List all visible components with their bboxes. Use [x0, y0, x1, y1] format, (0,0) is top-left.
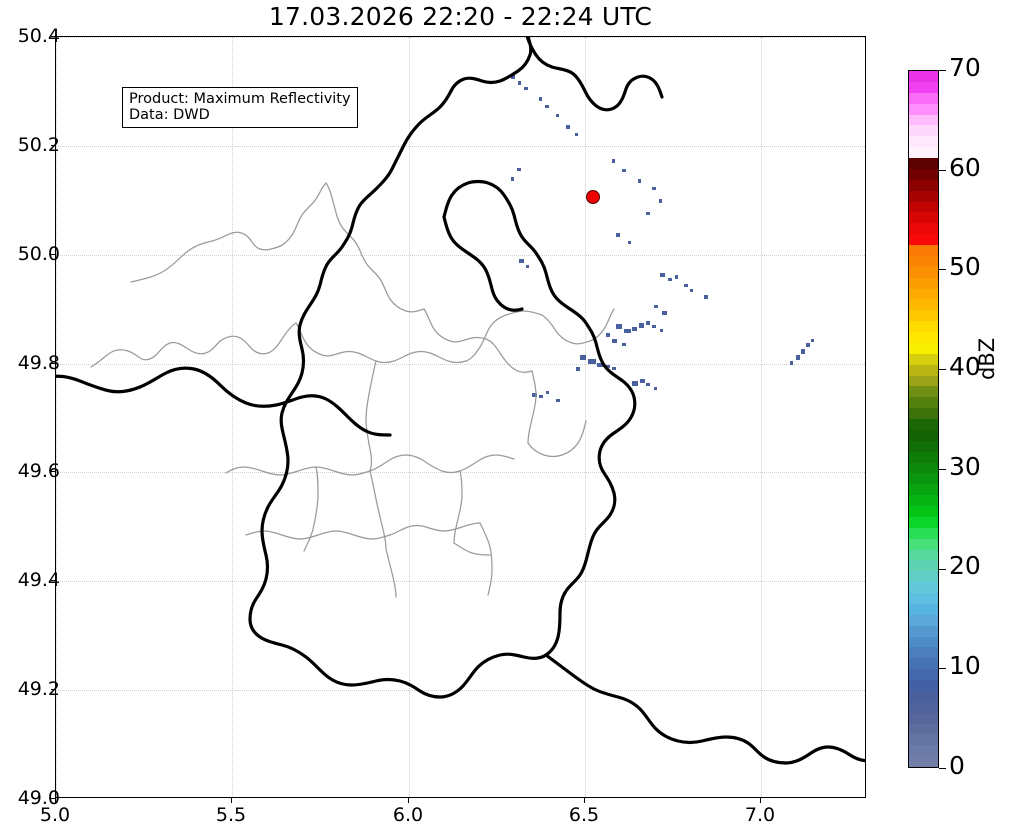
colorbar-tick-label: 50	[949, 252, 981, 281]
colorbar-band	[909, 342, 938, 354]
radar-site-marker[interactable]	[586, 190, 600, 204]
colorbar-band	[909, 190, 938, 202]
colorbar-tick-label: 60	[949, 153, 981, 182]
y-tick-label: 49.8	[17, 352, 60, 374]
colorbar-band	[909, 71, 938, 82]
colorbar-band	[909, 92, 938, 104]
radar-echo-layer	[511, 75, 814, 402]
colorbar-band	[909, 397, 938, 409]
colorbar-band	[909, 353, 938, 365]
colorbar-band	[909, 168, 938, 180]
colorbar-band	[909, 375, 938, 387]
colorbar-tick-label: 0	[949, 751, 965, 780]
colorbar-band	[909, 136, 938, 148]
chart-title: 17.03.2026 22:20 - 22:24 UTC	[268, 2, 653, 31]
colorbar-band	[909, 332, 938, 343]
y-tick-label: 49.2	[17, 678, 60, 700]
colorbar-band	[909, 179, 938, 191]
colorbar-band	[909, 103, 938, 115]
colorbar-band	[909, 451, 938, 463]
product-line: Product: Maximum Reflectivity	[129, 91, 351, 107]
y-tick-label: 49.6	[17, 460, 60, 482]
colorbar-band	[909, 571, 938, 583]
x-tick-label: 7.0	[744, 804, 776, 826]
colorbar-band	[909, 147, 938, 158]
colorbar-band	[909, 495, 938, 506]
colorbar-band	[909, 125, 938, 137]
colorbar-band	[909, 321, 938, 332]
colorbar-band	[909, 81, 938, 93]
colorbar-tick-label: 20	[949, 551, 981, 580]
map-geometry	[56, 37, 865, 765]
colorbar-band	[909, 690, 938, 702]
colorbar-band	[909, 234, 938, 245]
colorbar-band	[909, 636, 938, 648]
canton-boundaries	[90, 182, 615, 598]
colorbar-tick-label: 10	[949, 651, 981, 680]
colorbar-band	[909, 745, 938, 757]
neighbour-borders	[56, 37, 865, 765]
colorbar-band	[909, 756, 938, 767]
colorbar-band	[909, 299, 938, 311]
y-tick-label: 50.0	[17, 243, 60, 265]
data-source-line: Data: DWD	[129, 107, 210, 124]
product-info-box: Product: Maximum Reflectivity Data: DWD	[122, 87, 358, 129]
colorbar-band	[909, 158, 938, 169]
colorbar-band	[909, 419, 938, 430]
colorbar-band	[909, 712, 938, 724]
colorbar-band	[909, 549, 938, 561]
colorbar-band	[909, 647, 938, 659]
x-tick-label: 5.0	[39, 804, 71, 826]
colorbar-band	[909, 701, 938, 713]
colorbar-band	[909, 658, 938, 670]
colorbar-band	[909, 669, 938, 680]
luxembourg-border	[248, 89, 637, 699]
colorbar-band	[909, 527, 938, 539]
colorbar-band	[909, 484, 938, 496]
colorbar-band	[909, 516, 938, 528]
colorbar-band	[909, 408, 938, 419]
colorbar-band	[909, 462, 938, 474]
colorbar-band	[909, 538, 938, 550]
colorbar-band	[909, 201, 938, 213]
colorbar-band	[909, 429, 938, 441]
colorbar[interactable]	[908, 70, 939, 768]
map-plot-area[interactable]: Product: Maximum Reflectivity Data: DWD	[55, 36, 866, 798]
x-tick-label: 6.0	[392, 804, 424, 826]
colorbar-band	[909, 593, 938, 604]
colorbar-tick-label: 70	[949, 53, 981, 82]
colorbar-band	[909, 440, 938, 452]
x-tick-label: 5.5	[215, 804, 247, 826]
y-tick-label: 49.4	[17, 569, 60, 591]
colorbar-band	[909, 310, 938, 322]
colorbar-band	[909, 506, 938, 517]
y-tick-label: 49.0	[17, 787, 60, 809]
colorbar-band	[909, 625, 938, 637]
colorbar-band	[909, 386, 938, 398]
colorbar-band	[909, 680, 938, 691]
colorbar-band	[909, 723, 938, 735]
colorbar-band	[909, 255, 938, 267]
colorbar-band	[909, 603, 938, 615]
colorbar-band	[909, 266, 938, 278]
colorbar-band	[909, 734, 938, 746]
colorbar-unit-label: dBZ	[975, 337, 999, 380]
colorbar-band	[909, 245, 938, 256]
colorbar-tick-label: 30	[949, 452, 981, 481]
colorbar-band	[909, 277, 938, 289]
colorbar-band	[909, 473, 938, 485]
colorbar-band	[909, 212, 938, 224]
y-tick-label: 50.2	[17, 134, 60, 156]
colorbar-band	[909, 114, 938, 126]
colorbar-tick-label: 40	[949, 352, 981, 381]
colorbar-band	[909, 288, 938, 300]
colorbar-band	[909, 582, 938, 593]
colorbar-band	[909, 614, 938, 626]
colorbar-band	[909, 560, 938, 572]
colorbar-band	[909, 223, 938, 235]
colorbar-band	[909, 364, 938, 376]
y-tick-label: 50.4	[17, 25, 60, 47]
x-tick-label: 6.5	[568, 804, 600, 826]
